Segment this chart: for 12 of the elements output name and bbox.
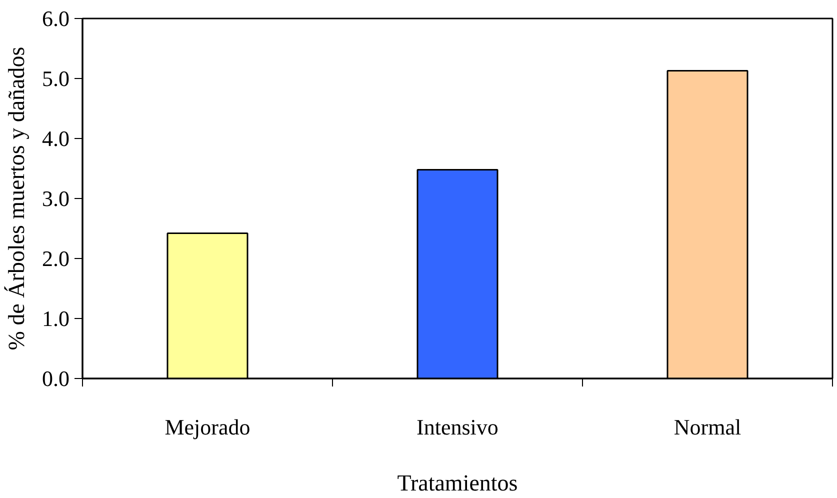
y-tick-label: 4.0 <box>42 126 70 151</box>
y-tick-label: 0.0 <box>42 366 70 391</box>
y-tick-label: 2.0 <box>42 246 70 271</box>
x-tick-label: Mejorado <box>164 414 250 440</box>
x-tick-label: Normal <box>674 414 742 440</box>
y-tick-label: 6.0 <box>42 6 70 31</box>
y-axis-title: % de Árboles muertos y dañados <box>4 46 29 350</box>
y-tick-label: 3.0 <box>42 186 70 211</box>
y-tick-label: 5.0 <box>42 66 70 91</box>
y-tick-label: 1.0 <box>42 306 70 331</box>
x-axis-title: Tratamientos <box>397 470 518 496</box>
x-tick-label: Intensivo <box>416 414 498 440</box>
